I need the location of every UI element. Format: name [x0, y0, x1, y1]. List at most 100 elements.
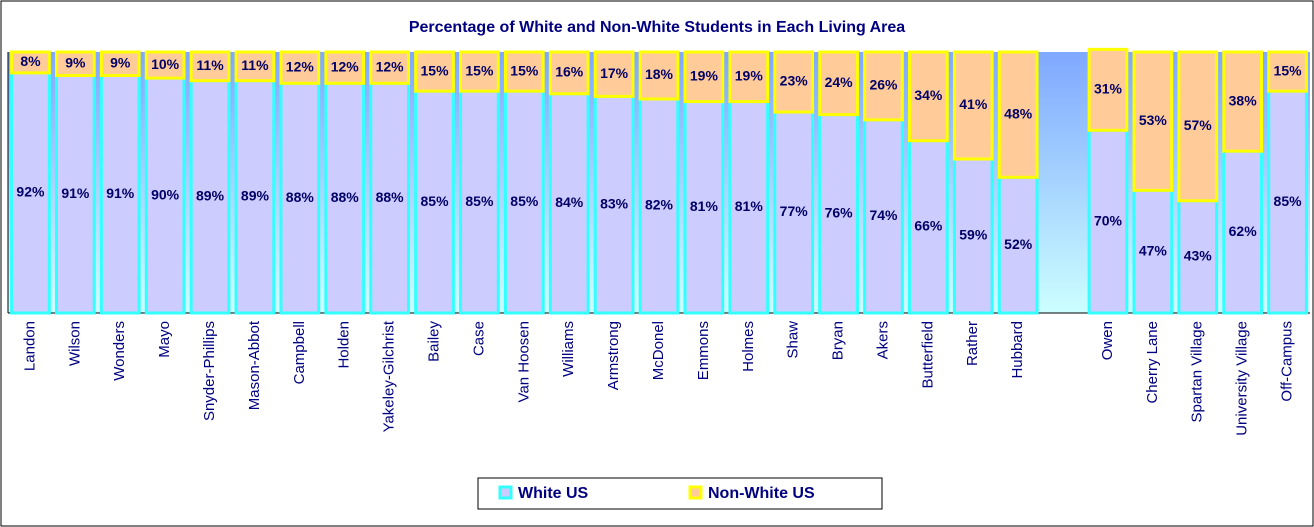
bar-segment — [548, 50, 590, 96]
bar-segment — [54, 50, 96, 77]
data-label: 15% — [1274, 62, 1303, 78]
bar-segment — [1087, 128, 1129, 315]
x-tick-label: Mayo — [156, 321, 173, 358]
data-label: 62% — [1229, 223, 1258, 239]
data-label: 77% — [780, 203, 809, 219]
data-label: 26% — [869, 77, 898, 93]
data-label: 90% — [151, 186, 180, 202]
data-label: 74% — [869, 207, 898, 223]
x-tick-label: Emmons — [695, 321, 712, 380]
x-tick-label: Akers — [874, 321, 891, 359]
x-tick-label: Cherry Lane — [1144, 321, 1161, 404]
data-label: 41% — [959, 96, 988, 112]
bar-segment — [503, 50, 545, 93]
x-tick-label: Williams — [560, 321, 577, 377]
x-tick-label: Butterfield — [919, 321, 936, 389]
bar-segment — [997, 175, 1039, 315]
data-label: 83% — [600, 195, 629, 211]
bar-segment — [1267, 50, 1308, 93]
bar-segment — [863, 50, 904, 122]
bar-segment — [459, 89, 500, 315]
data-label: 34% — [914, 87, 943, 103]
bar-segment — [144, 76, 186, 315]
data-label: 88% — [286, 189, 315, 205]
data-label: 16% — [555, 64, 584, 80]
bar-segment — [279, 50, 321, 85]
data-label: 23% — [780, 73, 809, 89]
data-label: 31% — [1094, 81, 1123, 97]
x-tick-label: Rather — [964, 321, 981, 366]
data-label: 19% — [735, 67, 764, 83]
data-label: 15% — [510, 62, 539, 78]
x-tick-label: Off-Campus — [1279, 321, 1296, 402]
bar-segment — [10, 50, 51, 75]
bar-segment — [369, 81, 410, 315]
data-label: 17% — [600, 65, 629, 81]
data-label: 66% — [914, 218, 943, 234]
x-tick-label: Landon — [21, 321, 38, 371]
bar-segment — [728, 50, 770, 104]
data-label: 15% — [421, 62, 450, 78]
bar-segment — [144, 50, 186, 80]
data-label: 9% — [65, 54, 86, 70]
x-tick-label: Holden — [336, 321, 353, 369]
x-tick-label: Snyder-Phillips — [201, 321, 218, 421]
data-label: 81% — [690, 198, 719, 214]
bar-segment — [863, 118, 904, 315]
data-label: 81% — [735, 198, 764, 214]
data-label: 91% — [61, 185, 90, 201]
bar-segment — [593, 94, 635, 315]
x-tick-label: Wilson — [66, 321, 83, 366]
bar-segment — [728, 100, 770, 315]
x-tick-label: Case — [470, 321, 487, 356]
data-label: 89% — [196, 188, 225, 204]
legend-swatch — [688, 485, 703, 500]
data-label: 11% — [196, 57, 224, 73]
data-label: 15% — [465, 62, 494, 78]
bar-segment — [1132, 50, 1174, 192]
data-label: 88% — [331, 189, 360, 205]
legend-swatch — [498, 485, 513, 500]
data-label: 10% — [151, 56, 180, 72]
bar-segment — [952, 50, 994, 161]
data-label: 43% — [1184, 248, 1213, 264]
bar-segment — [1177, 50, 1219, 203]
data-label: 18% — [645, 66, 674, 82]
x-tick-label: McDonel — [650, 321, 667, 380]
data-label: 82% — [645, 197, 674, 213]
x-tick-label: Bryan — [830, 321, 847, 360]
bar-segment — [818, 113, 859, 315]
bar-segment — [638, 50, 680, 101]
bar-segment — [1222, 149, 1264, 315]
legend-label: Non-White US — [708, 485, 815, 502]
data-label: 76% — [825, 205, 854, 221]
x-tick-label: Armstrong — [605, 321, 622, 390]
data-label: 92% — [16, 184, 45, 200]
data-label: 85% — [465, 193, 494, 209]
data-label: 85% — [421, 193, 450, 209]
data-label: 11% — [241, 57, 269, 73]
bar-segment — [818, 50, 859, 117]
x-tick-label: Wonders — [111, 321, 128, 381]
data-label: 85% — [510, 193, 539, 209]
bar-segment — [234, 79, 276, 315]
data-label: 12% — [376, 58, 405, 74]
bar-segment — [908, 139, 949, 315]
bar-segment — [593, 50, 635, 98]
chart-title: Percentage of White and Non-White Studen… — [409, 19, 905, 36]
bar-segment — [548, 92, 590, 315]
bar-segment — [324, 50, 366, 85]
bar-segment — [459, 50, 500, 93]
bar-segment — [997, 50, 1039, 179]
data-label: 88% — [376, 189, 405, 205]
bar-segment — [99, 73, 141, 315]
x-tick-label: Spartan Village — [1189, 321, 1206, 422]
bar-segment — [99, 50, 141, 77]
data-label: 24% — [825, 74, 854, 90]
x-tick-label: Holmes — [740, 321, 757, 372]
data-label: 38% — [1229, 92, 1258, 108]
legend-label: White US — [518, 485, 589, 502]
data-label: 8% — [20, 53, 41, 69]
data-label: 9% — [110, 54, 131, 70]
